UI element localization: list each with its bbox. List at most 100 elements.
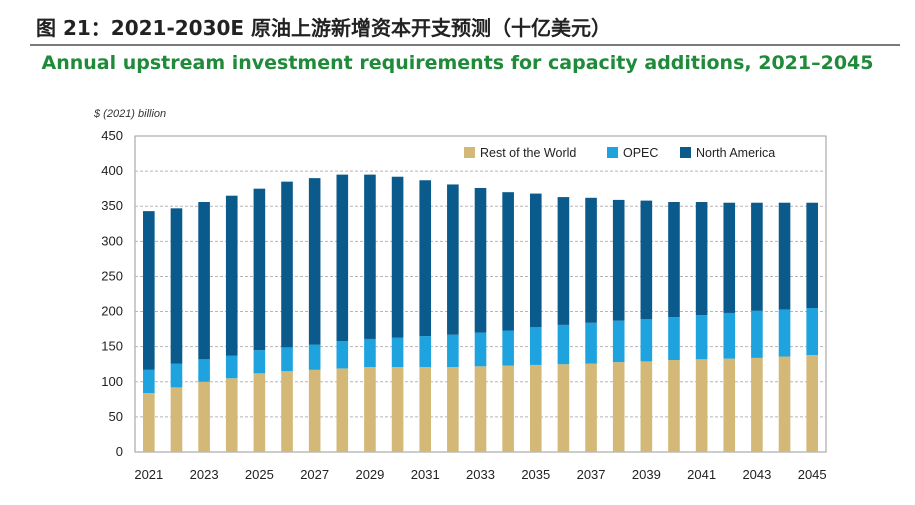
legend-swatch (607, 147, 618, 158)
legend-swatch (680, 147, 691, 158)
bar-segment (336, 174, 349, 342)
x-tick-label: 2023 (190, 467, 219, 482)
bar-segment (364, 174, 376, 339)
bar-segment (308, 369, 321, 452)
bar-segment (695, 202, 708, 316)
bar-segment (281, 181, 293, 348)
bar-segment (364, 367, 376, 452)
bar-segment (640, 361, 653, 452)
bar-segment (778, 202, 791, 310)
bar-segment (640, 319, 653, 362)
bar-segment (612, 320, 625, 363)
bar-segment (391, 176, 404, 338)
x-tick-label: 2027 (300, 467, 329, 482)
bar-segment (557, 197, 570, 325)
bar-segment (391, 337, 404, 368)
x-tick-label: 2045 (798, 467, 827, 482)
bar-segment (612, 362, 625, 452)
x-tick-label: 2029 (355, 467, 384, 482)
y-tick-label: 450 (101, 128, 123, 143)
bar-segment (806, 355, 818, 452)
bar-segment (419, 367, 432, 452)
bar-segment (419, 180, 432, 337)
bar-segment (723, 202, 736, 313)
bar-segment (502, 330, 514, 366)
bar-segment (640, 200, 653, 320)
y-axis-unit-label: $ (2021) billion (94, 108, 167, 120)
bar-segment (557, 364, 570, 452)
bar-segment (447, 184, 459, 335)
x-tick-label: 2031 (411, 467, 440, 482)
y-tick-label: 150 (101, 339, 123, 354)
bar-segment (391, 367, 404, 452)
bar-segment (281, 347, 293, 372)
bar-segment (502, 365, 514, 452)
legend-label: OPEC (623, 146, 658, 160)
bar-segment (253, 188, 266, 351)
bar-segment (143, 369, 155, 394)
x-tick-label: 2039 (632, 467, 661, 482)
bar-segment (170, 387, 183, 452)
title-rule (30, 44, 900, 46)
x-axis-ticks: 2021 2023 2025 2027 2029 2031 2033 2035 2037 2039… (134, 467, 826, 482)
y-tick-label: 200 (101, 304, 123, 319)
bar-segment (502, 192, 514, 331)
bar-segment (695, 315, 708, 360)
bar-segment (585, 363, 597, 452)
y-axis-ticks: 0 50 100 150 200 250 300 350 400 450 (101, 128, 123, 459)
bar-segment (143, 211, 155, 370)
y-tick-label: 0 (116, 444, 123, 459)
x-tick-label: 2035 (521, 467, 550, 482)
bar-segment (474, 187, 487, 333)
legend: Rest of the World OPEC North America (464, 146, 775, 160)
y-tick-label: 50 (109, 409, 123, 424)
bars (143, 174, 818, 452)
bar-segment (585, 197, 597, 323)
bar-segment (308, 178, 321, 345)
bar-segment (281, 371, 293, 452)
bar-segment (170, 208, 183, 364)
figure-title: 图 21：2021-2030E 原油上游新增资本开支预测（十亿美元） (36, 16, 612, 40)
bar-segment (308, 344, 321, 370)
bar-segment (778, 309, 791, 357)
bar-segment (364, 338, 376, 368)
x-tick-label: 2041 (687, 467, 716, 482)
bar-segment (447, 334, 459, 368)
x-tick-label: 2033 (466, 467, 495, 482)
bar-segment (751, 310, 763, 358)
x-tick-label: 2037 (577, 467, 606, 482)
bar-segment (585, 322, 597, 364)
bar-segment (474, 366, 487, 452)
chart-title: Annual upstream investment requirements … (41, 52, 874, 74)
bar-segment (447, 367, 459, 452)
bar-segment (668, 360, 680, 452)
bar-segment (336, 368, 349, 452)
bar-segment (751, 357, 763, 452)
bar-segment (170, 363, 183, 388)
y-tick-label: 100 (101, 374, 123, 389)
x-tick-label: 2025 (245, 467, 274, 482)
bar-segment (336, 341, 349, 369)
legend-swatch (464, 147, 475, 158)
y-tick-label: 250 (101, 268, 123, 283)
bar-segment (198, 202, 210, 360)
bar-segment (612, 199, 625, 321)
bar-segment (529, 193, 542, 328)
bar-segment (529, 364, 542, 452)
bar-segment (225, 195, 238, 356)
x-tick-label: 2021 (134, 467, 163, 482)
bar-segment (723, 358, 736, 452)
legend-label: North America (696, 146, 775, 160)
bar-segment (253, 350, 266, 374)
y-tick-label: 300 (101, 233, 123, 248)
bar-segment (529, 327, 542, 365)
bar-segment (474, 332, 487, 367)
bar-segment (668, 202, 680, 318)
bar-segment (419, 336, 432, 368)
bar-segment (723, 312, 736, 359)
bar-segment (751, 202, 763, 311)
bar-segment (143, 393, 155, 452)
bar-segment (557, 324, 570, 365)
bar-segment (198, 359, 210, 382)
